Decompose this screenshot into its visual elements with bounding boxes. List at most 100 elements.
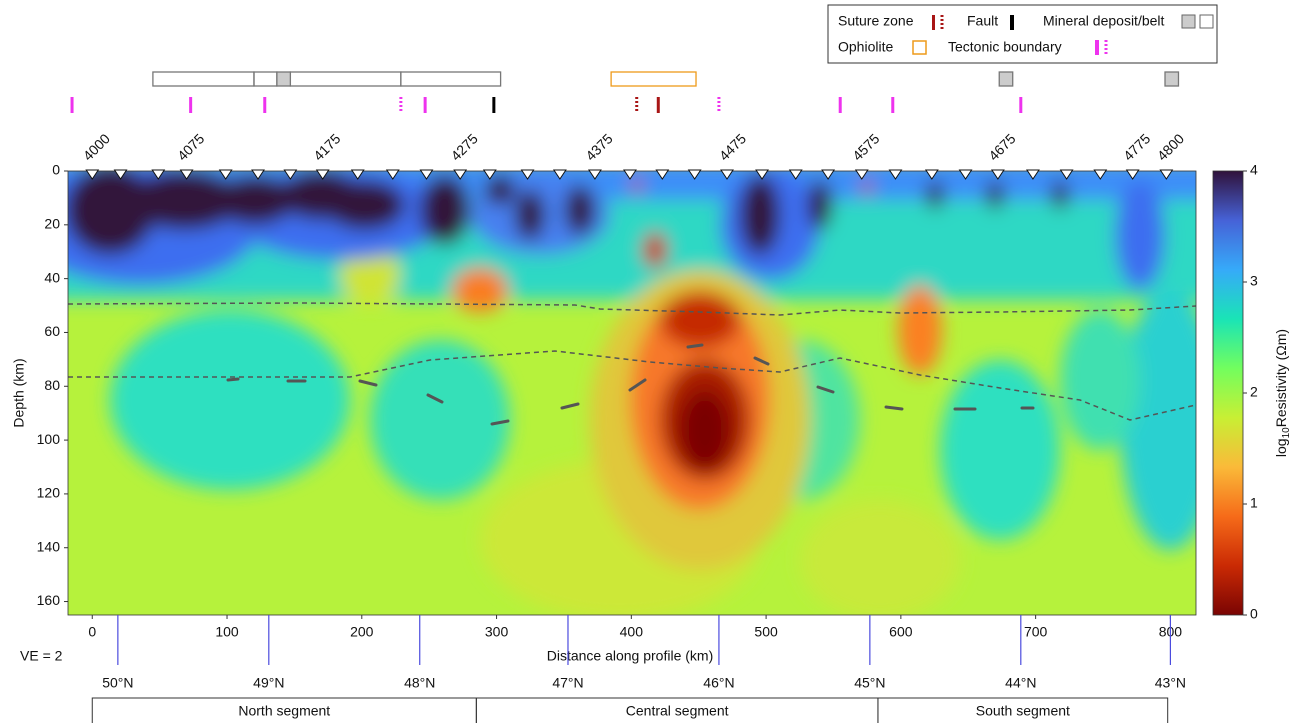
latitude-label: 47°N [552, 675, 583, 691]
feature-tick [656, 97, 660, 113]
latitude-label: 49°N [253, 675, 284, 691]
latitude-label: 44°N [1005, 675, 1036, 691]
colorbar-tick-label: 4 [1250, 162, 1258, 178]
x-tick-label: 400 [620, 624, 644, 640]
station-label: 4575 [849, 130, 882, 163]
station [385, 169, 400, 180]
feature-tick [70, 97, 74, 113]
station [1059, 169, 1074, 180]
latitude-label: 48°N [404, 675, 435, 691]
station-label: 4800 [1154, 130, 1187, 163]
latitude-label: 45°N [854, 675, 885, 691]
x-axis-label: Distance along profile (km) [547, 648, 714, 664]
feature-tick [189, 97, 193, 113]
y-tick-label: 80 [44, 377, 60, 393]
feature-box-filled [1164, 71, 1180, 87]
feature-box [400, 71, 502, 87]
latitude-label: 46°N [703, 675, 734, 691]
feature-tick [838, 97, 842, 113]
station [854, 169, 869, 180]
station [821, 169, 836, 180]
x-tick-label: 100 [215, 624, 239, 640]
station [218, 169, 233, 180]
station [623, 169, 637, 180]
x-tick-label: 300 [485, 624, 509, 640]
annotation: VE = 2 [20, 648, 63, 664]
legend-label: Mineral deposit/belt [1043, 13, 1165, 29]
station [179, 169, 194, 180]
station [687, 169, 702, 180]
feature-tick [423, 97, 427, 113]
y-tick-label: 0 [52, 162, 60, 178]
station [552, 169, 567, 180]
y-tick-label: 60 [44, 323, 60, 339]
station-label: 4675 [985, 130, 1018, 163]
segment-bracket [877, 697, 1169, 723]
feature-box [610, 71, 697, 87]
station [1125, 169, 1140, 180]
station [924, 169, 939, 180]
segment-label: South segment [976, 703, 1070, 719]
x-tick-label: 0 [88, 624, 96, 640]
latitude-label: 50°N [102, 675, 133, 691]
station [453, 169, 468, 180]
segment-label: Central segment [626, 703, 729, 719]
station-label: 4275 [448, 130, 481, 163]
station [958, 169, 973, 180]
colorbar-tick-label: 1 [1250, 495, 1258, 511]
legend: Suture zone Fault Mineral deposit/belt O… [827, 4, 1218, 64]
station [755, 169, 769, 180]
feature-tick [1019, 97, 1023, 113]
y-tick-label: 100 [37, 431, 61, 447]
colorbar-tick-label: 3 [1250, 273, 1258, 289]
station-label: 4475 [716, 130, 749, 163]
station [520, 169, 535, 180]
station [888, 169, 903, 180]
feature-tick [263, 97, 267, 113]
x-tick-label: 500 [754, 624, 778, 640]
feature-box-filled [276, 71, 292, 87]
y-tick-label: 140 [37, 538, 61, 554]
feature-box [253, 71, 278, 87]
y-tick-label: 20 [44, 216, 60, 232]
station [419, 169, 434, 180]
feature-tick [891, 97, 895, 113]
feature-box [289, 71, 402, 87]
colorbar-tick-label: 2 [1250, 384, 1258, 400]
colorbar [1212, 170, 1244, 616]
feature-tick [492, 97, 496, 113]
feature-box [152, 71, 255, 87]
feature-box-filled [998, 71, 1014, 87]
legend-label: Tectonic boundary [948, 39, 1062, 55]
station [588, 169, 602, 180]
station [482, 169, 497, 180]
station [350, 169, 365, 180]
legend-label: Suture zone [838, 13, 914, 29]
station-label: 4775 [1120, 130, 1153, 163]
station-label: 4375 [582, 130, 615, 163]
station [315, 169, 330, 180]
station [283, 169, 298, 180]
station [85, 169, 100, 180]
station [113, 169, 128, 180]
station [720, 169, 734, 180]
station [655, 169, 670, 180]
station [990, 169, 1005, 180]
station-label: 4075 [174, 130, 207, 163]
x-tick-label: 700 [1024, 624, 1048, 640]
segment-label: North segment [238, 703, 330, 719]
station [788, 169, 803, 180]
station [1093, 169, 1108, 180]
station-label: 4175 [310, 130, 343, 163]
y-tick-label: 120 [37, 485, 61, 501]
station [251, 169, 265, 180]
colorbar-tick-label: 0 [1250, 606, 1258, 622]
station [1025, 169, 1040, 180]
latitude-label: 43°N [1155, 675, 1186, 691]
colorbar-label: log10Resistivity (Ωm) [1273, 329, 1292, 457]
y-tick-label: 40 [44, 269, 60, 285]
x-tick-label: 200 [350, 624, 374, 640]
station-label: 4000 [80, 130, 113, 163]
y-tick-label: 160 [37, 592, 61, 608]
